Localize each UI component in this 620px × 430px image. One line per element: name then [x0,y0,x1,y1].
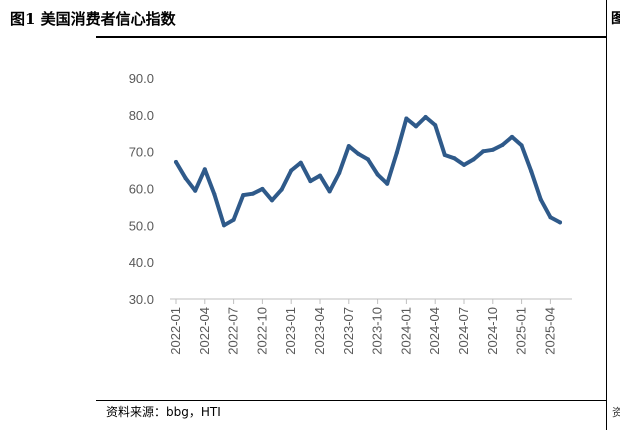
x-tick-label: 2023-04 [312,307,327,355]
data-point [289,168,294,173]
figure-title: 图1 美国消费者信心指数 [10,10,176,28]
data-point [481,149,486,154]
data-point [442,153,447,157]
y-tick-label: 40.0 [129,255,154,270]
data-point [500,143,505,147]
data-point [308,179,313,184]
data-point [394,150,399,155]
data-point [183,176,188,181]
data-point [548,215,553,220]
x-tick-label: 2022-07 [226,307,241,355]
x-tick-label: 2023-07 [341,307,356,355]
adjacent-source-glyph: 资 [612,406,620,419]
data-point [538,197,543,202]
data-point [202,167,207,172]
source-note: 资料来源：bbg，HTI [106,405,221,419]
data-point [346,144,351,149]
x-tick-label: 2025-01 [514,307,529,355]
x-tick-label: 2024-10 [485,307,500,355]
adjacent-figure-glyph: 图 [611,11,620,27]
data-point [174,160,178,164]
data-point [356,151,361,156]
x-tick-label: 2025-04 [542,307,557,355]
source-rule [96,400,606,401]
data-point [452,156,457,161]
y-tick-label: 90.0 [129,71,154,86]
data-point [318,173,322,178]
data-point [250,191,255,196]
data-point [231,217,236,222]
data-point [433,123,438,128]
data-point [558,220,562,225]
right-divider [606,0,607,430]
data-point [519,143,524,148]
x-tick-label: 2023-10 [370,307,385,355]
x-tick-label: 2022-04 [197,307,212,355]
data-point [375,172,380,177]
data-point [366,157,370,162]
y-tick-label: 70.0 [129,145,154,160]
x-tick-label: 2022-10 [254,307,269,355]
data-point [471,157,476,162]
y-tick-label: 80.0 [129,108,154,123]
series-line [174,115,562,228]
data-point [260,186,265,191]
x-tick-label: 2024-07 [456,307,471,355]
data-point [404,116,409,121]
data-point [490,147,495,152]
x-tick-label: 2024-04 [427,307,442,355]
data-point [385,181,390,186]
data-point [298,160,303,165]
data-point [414,124,418,129]
data-point [327,189,332,194]
x-tick-label: 2022-01 [168,307,183,355]
data-point [270,198,274,203]
title-rule [96,36,606,38]
y-tick-label: 30.0 [129,292,154,307]
data-point [337,171,342,175]
data-point [193,188,198,193]
data-point [423,115,428,119]
x-tick-label: 2023-01 [283,307,298,355]
data-point [529,169,534,174]
x-tick-label: 2024-01 [398,307,413,355]
data-point [241,193,246,198]
data-point [279,187,284,192]
y-tick-label: 50.0 [129,218,154,233]
data-point [462,162,466,167]
y-tick-label: 60.0 [129,182,154,197]
data-point [212,192,217,197]
data-point [222,223,226,228]
data-point [510,134,514,139]
